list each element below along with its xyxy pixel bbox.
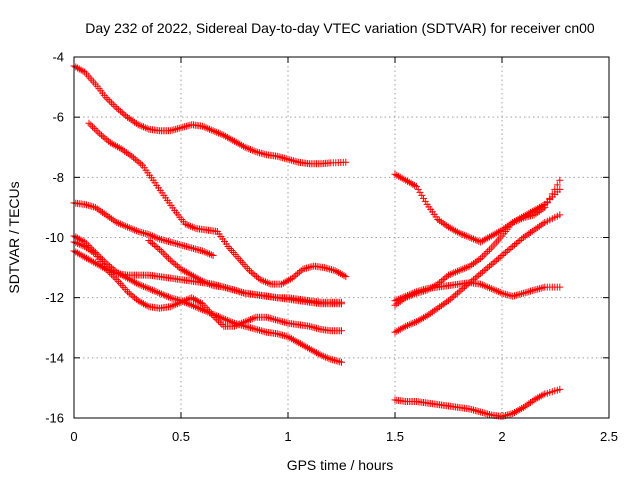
series-s9: [391, 279, 564, 305]
series-s1: [70, 62, 350, 168]
x-tick-label: 2: [498, 429, 505, 444]
x-tick-label: 2.5: [600, 429, 618, 444]
point-markers: [391, 170, 564, 246]
x-tick-label: 1: [284, 429, 291, 444]
series-s12: [391, 385, 564, 420]
y-tick-label: -6: [52, 110, 64, 125]
y-tick-label: -16: [45, 411, 64, 426]
series-s10: [391, 176, 564, 309]
chart-title: Day 232 of 2022, Sidereal Day-to-day VTE…: [85, 20, 595, 36]
point-markers: [145, 237, 345, 308]
y-tick-label: -12: [45, 290, 64, 305]
point-markers: [391, 279, 564, 305]
x-tick-labels: 0 0.5 1 1.5 2 2.5: [70, 429, 618, 444]
y-tick-label: -14: [45, 350, 64, 365]
point-markers: [85, 119, 350, 288]
plot-frame: [73, 56, 610, 419]
series-s11: [391, 211, 564, 336]
point-markers: [391, 176, 564, 309]
point-markers: [70, 62, 350, 168]
x-tick-label: 1.5: [386, 429, 404, 444]
plot-series: [70, 62, 564, 420]
y-tick-labels: -16 -14 -12 -10 -8 -6 -4: [45, 50, 64, 426]
y-axis-label: SDTVAR / TECUs: [6, 181, 22, 293]
y-tick-label: -4: [52, 50, 64, 65]
series-s7: [145, 237, 345, 308]
x-tick-label: 0: [70, 429, 77, 444]
point-markers: [391, 385, 564, 420]
x-axis-label: GPS time / hours: [287, 457, 394, 473]
y-tick-label: -8: [52, 170, 64, 185]
series-s2: [85, 119, 350, 288]
series-s8: [391, 170, 564, 246]
x-tick-label: 0.5: [172, 429, 190, 444]
point-markers: [391, 211, 564, 336]
y-tick-label: -10: [45, 230, 64, 245]
